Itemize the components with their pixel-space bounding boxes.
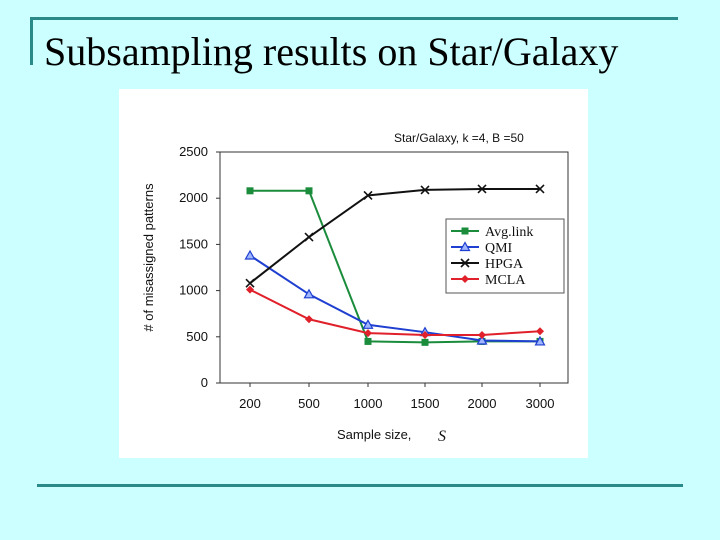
legend-item-avg-link: Avg.link bbox=[451, 225, 533, 240]
data-point-mcla bbox=[246, 285, 254, 294]
y-tick-label: 2000 bbox=[179, 190, 208, 205]
data-point-hpga bbox=[245, 278, 255, 288]
series-line-qmi bbox=[249, 254, 541, 343]
plot-frame bbox=[219, 151, 569, 384]
series-qmi bbox=[244, 249, 546, 346]
x-tick-label: 2000 bbox=[468, 396, 497, 411]
y-tick-label: 500 bbox=[186, 329, 208, 344]
data-point-mcla bbox=[536, 327, 544, 336]
legend-label: Avg.link bbox=[485, 225, 533, 240]
y-tick-label: 2500 bbox=[179, 144, 208, 159]
y-axis: 0 500 1000 1500 2000 2500 bbox=[179, 144, 220, 390]
legend-label: MCLA bbox=[485, 273, 526, 288]
legend-marker bbox=[461, 227, 469, 235]
data-point-hpga bbox=[304, 232, 314, 242]
y-axis-label: # of misassigned patterns bbox=[141, 183, 156, 332]
data-point-avg-link bbox=[246, 187, 254, 195]
x-tick-label: 1500 bbox=[411, 396, 440, 411]
chart-title: Star/Galaxy, k =4, B =50 bbox=[394, 131, 524, 145]
data-point-qmi bbox=[362, 319, 374, 329]
legend-marker bbox=[460, 258, 470, 268]
data-point-hpga bbox=[477, 184, 487, 194]
x-axis-label: Sample size, bbox=[337, 427, 411, 442]
series-mcla bbox=[246, 285, 544, 339]
legend-label: QMI bbox=[485, 241, 513, 256]
legend-item-hpga: HPGA bbox=[451, 257, 524, 272]
x-tick-label: 200 bbox=[239, 396, 261, 411]
x-tick-label: 3000 bbox=[526, 396, 555, 411]
data-point-hpga bbox=[420, 185, 430, 195]
slide-title: Subsampling results on Star/Galaxy bbox=[44, 29, 619, 74]
legend-item-qmi: QMI bbox=[451, 241, 513, 256]
legend-label: HPGA bbox=[485, 257, 524, 272]
series-hpga bbox=[245, 184, 545, 288]
title-top-rule bbox=[30, 17, 678, 20]
title-left-rule bbox=[30, 17, 33, 65]
data-point-mcla bbox=[364, 329, 372, 338]
data-point-qmi bbox=[534, 335, 546, 346]
data-point-qmi bbox=[476, 334, 488, 345]
series-line-hpga bbox=[249, 187, 540, 284]
legend-marker bbox=[459, 241, 471, 252]
chart-panel: Star/Galaxy, k =4, B =50 0 500 1000 1500 200… bbox=[119, 89, 588, 458]
x-tick-label: 500 bbox=[298, 396, 320, 411]
y-tick-label: 0 bbox=[201, 375, 208, 390]
data-point-qmi bbox=[244, 249, 256, 260]
data-point-mcla bbox=[305, 315, 313, 324]
data-point-qmi bbox=[303, 288, 315, 299]
bottom-rule bbox=[37, 484, 683, 487]
data-point-mcla bbox=[478, 330, 486, 339]
x-axis-symbol: S bbox=[438, 428, 446, 445]
data-point-avg-link bbox=[421, 338, 429, 346]
x-axis: 200 500 1000 1500 2000 3000 bbox=[239, 383, 554, 411]
data-point-mcla bbox=[421, 330, 429, 339]
data-point-avg-link bbox=[364, 337, 372, 345]
series-line-mcla bbox=[249, 288, 541, 336]
data-point-hpga bbox=[535, 184, 545, 194]
data-point-avg-link bbox=[305, 187, 313, 195]
y-tick-label: 1000 bbox=[179, 283, 208, 298]
data-point-hpga bbox=[363, 190, 373, 200]
legend-marker bbox=[461, 275, 469, 283]
series-layer bbox=[244, 184, 546, 346]
legend-item-mcla: MCLA bbox=[451, 273, 526, 288]
line-chart: Star/Galaxy, k =4, B =50 050010001500200… bbox=[141, 131, 569, 445]
x-tick-label: 1000 bbox=[354, 396, 383, 411]
y-tick-label: 1500 bbox=[179, 236, 208, 251]
